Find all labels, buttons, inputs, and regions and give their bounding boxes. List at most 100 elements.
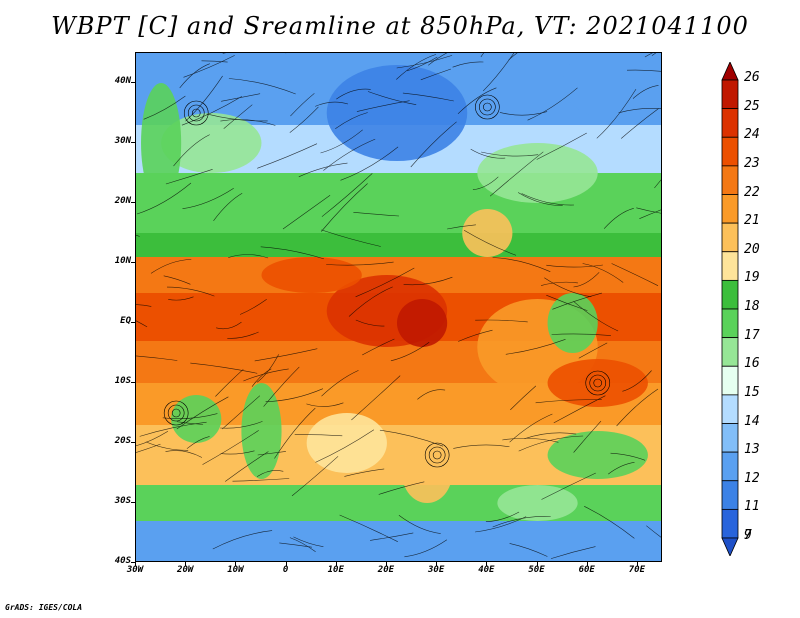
lon-tick-mark (536, 562, 538, 566)
streamline (163, 275, 191, 285)
wbpt-region (141, 83, 182, 203)
lat-tick-mark (131, 142, 135, 143)
streamline (535, 399, 602, 404)
lat-tick-mark (131, 382, 135, 383)
streamline (453, 444, 510, 449)
lat-tick-label: 20N (114, 196, 131, 206)
vortex (424, 442, 450, 468)
streamline (282, 194, 331, 230)
streamline (228, 254, 269, 259)
colorbar-label: 22 (744, 184, 760, 200)
streamline (348, 286, 393, 317)
streamline (403, 276, 453, 286)
streamline (475, 516, 527, 533)
streamline (298, 162, 348, 178)
lon-tick-label: 40E (478, 565, 495, 575)
lon-tick-mark (385, 562, 387, 566)
streamline (256, 354, 279, 383)
colorbar-label: 17 (744, 327, 760, 343)
streamline (622, 370, 652, 392)
colorbar-label: 16 (744, 356, 760, 372)
streamline (190, 362, 258, 374)
wbpt-region (306, 413, 387, 473)
streamline (608, 462, 635, 475)
streamline (618, 107, 661, 114)
colorbar-label: 24 (744, 127, 760, 143)
streamline (544, 277, 592, 297)
lat-tick-mark (131, 262, 135, 263)
streamline (644, 53, 653, 58)
streamline (452, 61, 484, 68)
streamline (166, 286, 215, 297)
streamline (584, 506, 635, 539)
lat-tick-mark (131, 502, 135, 503)
lat-tick-mark (131, 562, 135, 563)
wbpt-region (161, 113, 262, 173)
streamline (482, 53, 515, 92)
streamline (136, 304, 152, 307)
lat-tick-mark (131, 322, 135, 323)
streamline (179, 63, 210, 89)
wbpt-region (261, 257, 362, 293)
streamline (646, 525, 661, 538)
wbpt-region (171, 395, 222, 443)
streamline (139, 421, 207, 437)
wbpt-region (462, 209, 513, 257)
streamline (573, 272, 600, 288)
streamline (201, 60, 228, 63)
wbpt-region (396, 299, 448, 347)
colorbar-swatch (721, 136, 739, 167)
lat-tick-label: 40S (114, 556, 131, 566)
streamline (265, 388, 324, 402)
streamline (517, 192, 563, 207)
streamline (216, 321, 242, 330)
streamline (274, 407, 316, 459)
vortex-ring (191, 108, 201, 118)
streamline (257, 143, 318, 169)
streamline (162, 413, 218, 419)
colorbar-label: 11 (744, 499, 760, 515)
lon-tick-mark (285, 562, 287, 566)
streamline (489, 151, 544, 197)
streamline (181, 96, 243, 126)
streamline (621, 108, 659, 139)
lat-tick-label: 10S (114, 376, 131, 386)
streamline (492, 257, 551, 272)
streamline (321, 173, 373, 217)
lon-tick-label: 50E (528, 565, 545, 575)
streamline (279, 542, 312, 548)
streamline (289, 537, 316, 553)
colorbar-swatch (721, 423, 739, 453)
streamline (573, 301, 619, 332)
streamline (339, 514, 398, 542)
colorbar-swatch (721, 365, 739, 396)
streamline (227, 331, 259, 339)
streamline (321, 229, 381, 247)
colorbar-top-arrow (721, 62, 739, 81)
lon-tick-label: 20W (177, 565, 194, 575)
wbpt-region (547, 431, 648, 479)
streamline (402, 92, 454, 102)
streamline (165, 169, 213, 185)
streamline (323, 138, 376, 171)
streamline (173, 134, 210, 167)
streamline (541, 472, 596, 500)
streamline (321, 183, 368, 232)
streamline (222, 395, 261, 430)
streamline (509, 543, 548, 557)
vortex (475, 94, 500, 120)
streamline (524, 432, 577, 439)
streamline (509, 413, 553, 443)
streamline (326, 261, 394, 266)
colorbar-label: 14 (744, 413, 760, 429)
streamline (340, 146, 399, 181)
streamline (136, 443, 161, 453)
streamline (485, 511, 520, 522)
streamline (518, 435, 584, 452)
wbpt-region (241, 383, 282, 479)
streamline (186, 436, 210, 449)
streamline (632, 85, 659, 99)
vortex-ring (483, 102, 492, 112)
streamline (145, 441, 189, 451)
streamline (355, 267, 415, 298)
